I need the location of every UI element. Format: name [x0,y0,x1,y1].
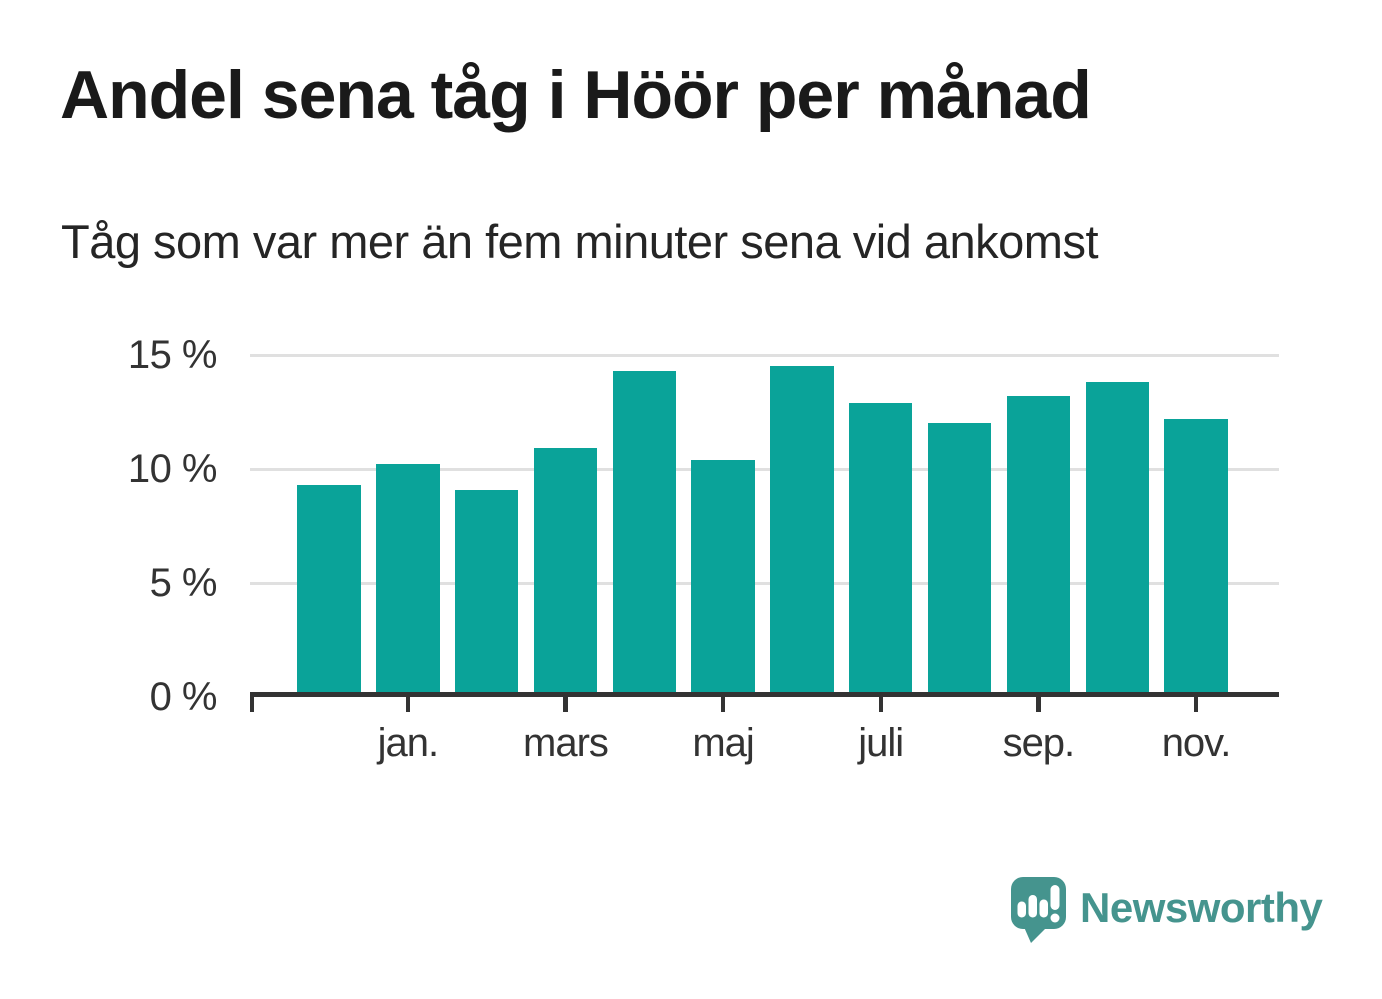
newsworthy-logo-icon [1011,877,1066,943]
bar-dec [297,484,361,697]
newsworthy-logo-text: Newsworthy [1080,884,1323,931]
x-axis-label-jan: jan. [377,721,440,765]
x-axis-tick [249,697,255,712]
bar-maj [691,459,755,697]
x-axis-tick [720,697,726,712]
bar-juni [770,366,834,697]
bar-mars [533,448,598,697]
bar-feb [454,489,519,697]
x-axis-tick [1193,697,1199,712]
gridline-10 [250,467,1279,471]
bar-juli [849,402,913,697]
newsworthy-logo: Newsworthy [1011,877,1323,947]
bar-jan [376,464,440,697]
y-axis-label: 5 % [149,561,218,605]
chart-subtitle: Tåg som var mer än fem minuter sena vid … [61,215,1099,268]
y-axis-label: 15 % [127,333,218,377]
bar-sep [1006,396,1071,697]
x-axis-tick [878,697,883,712]
gridline-5 [250,581,1279,585]
chart-title: Andel sena tåg i Höör per månad [60,57,1092,133]
x-axis-tick [405,697,410,712]
bar-nov [1164,418,1228,697]
x-axis-label-sep: sep. [1002,721,1076,765]
y-axis-label: 0 % [149,675,218,719]
x-axis-label-nov: nov. [1161,721,1232,765]
x-axis-tick [1036,697,1041,712]
x-axis-label-maj: maj [692,721,754,765]
x-axis-label-juli: juli [858,721,904,765]
bar-aug [927,423,992,697]
bar-apr [612,370,676,697]
gridline-15 [250,353,1279,357]
x-axis-tick [563,697,568,712]
bar-okt [1085,382,1149,697]
x-axis-label-mars: mars [523,721,609,765]
y-axis-label: 10 % [127,447,218,491]
x-axis-line [250,692,1279,697]
